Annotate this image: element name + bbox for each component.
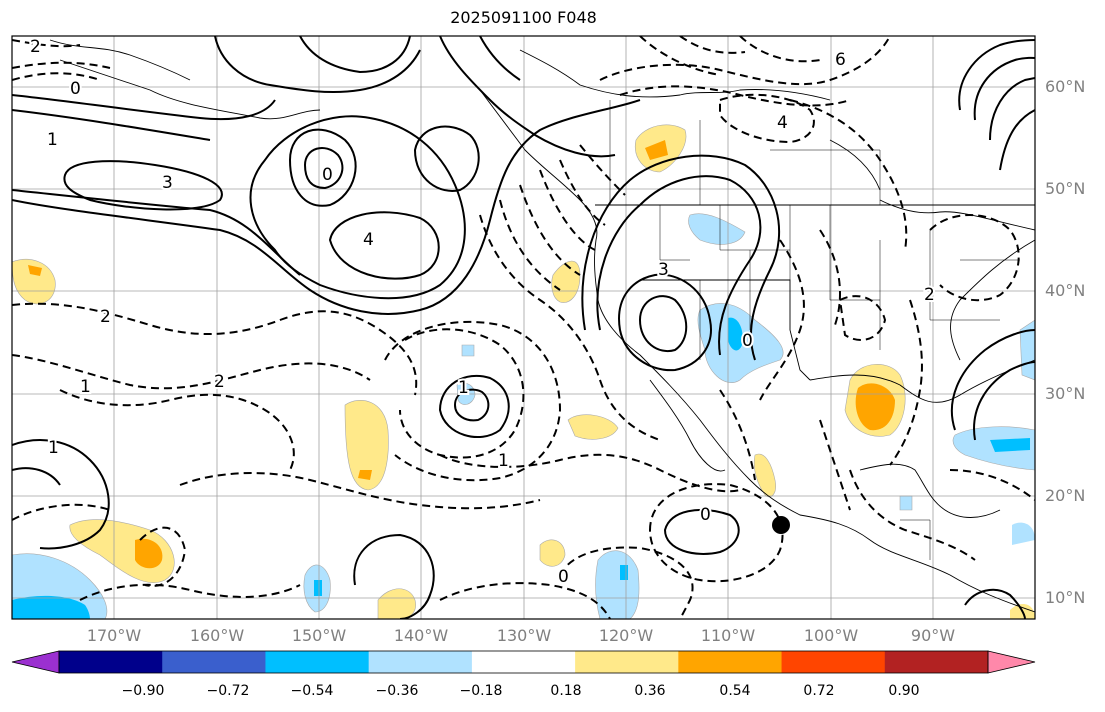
shade-lightblue [1012, 522, 1035, 545]
shade-blue [728, 317, 743, 351]
contour-label: 4 [777, 113, 788, 133]
map-frame [11, 35, 1036, 620]
colorbar-tick-label: 0.18 [550, 683, 582, 699]
positive-contours [12, 36, 1035, 619]
shade-yellow [551, 260, 581, 303]
lon-label: 160°W [189, 626, 245, 645]
colorbar-extend-left [11, 650, 60, 674]
colorbar-tick-label: −0.72 [206, 683, 250, 699]
shade-yellow [567, 414, 619, 440]
colorbar-frame [58, 650, 989, 674]
contour-label: 3 [162, 173, 173, 193]
colorbar [11, 650, 1036, 674]
contour-label: 2 [30, 37, 41, 57]
colorbar-extend-right [987, 650, 1036, 674]
contour-label: 1 [80, 377, 91, 397]
lat-label: 30°N [1045, 384, 1086, 403]
colorbar-segment [471, 651, 576, 673]
contour-label: 2 [214, 372, 225, 392]
colorbar-segment [575, 651, 679, 673]
lon-label: 140°W [393, 626, 449, 645]
lat-label: 60°N [1045, 77, 1086, 96]
shade-lightblue [595, 550, 640, 619]
shade-blue [620, 565, 628, 580]
storm-center-dot [772, 516, 790, 534]
lat-label: 50°N [1045, 179, 1086, 198]
shade-lightblue [461, 344, 475, 357]
shade-blue [314, 580, 322, 596]
colorbar-segment [162, 651, 266, 673]
colorbar-segment [884, 651, 989, 673]
shading-layer [12, 124, 1035, 619]
coastlines [49, 39, 1035, 613]
contour-labels: 2 0 1 3 4 0 2 1 1 0 2 4 6 3 0 2 1 1 0 [28, 36, 937, 589]
contour-label: 0 [742, 331, 753, 351]
contour-label: 1 [458, 378, 469, 398]
shade-yellow [753, 453, 776, 498]
colorbar-tick-label: 0.36 [634, 683, 666, 699]
colorbar-tick-label: −0.90 [121, 683, 165, 699]
shade-orange [855, 383, 895, 431]
lon-label: 170°W [86, 626, 142, 645]
colorbar-segment [678, 651, 783, 673]
colorbar-segment [59, 651, 163, 673]
colorbar-tick-label: 0.54 [719, 683, 751, 699]
contour-label: 4 [363, 230, 374, 250]
lat-label: 10°N [1045, 588, 1086, 607]
lon-label: 110°W [700, 626, 756, 645]
shade-yellow [377, 588, 416, 619]
lon-label: 90°W [910, 626, 956, 645]
contour-label: 1 [498, 451, 509, 471]
contour-label: 0 [70, 79, 81, 99]
political-borders [609, 100, 1020, 560]
shade-blue [990, 438, 1030, 452]
shade-yellow [344, 400, 389, 491]
graticule [12, 36, 1035, 619]
lat-label: 40°N [1045, 281, 1086, 300]
colorbar-tick-label: 0.72 [803, 683, 835, 699]
colorbar-segment [368, 651, 473, 673]
contour-label: 0 [700, 505, 711, 525]
shade-orange [135, 538, 163, 569]
shade-yellow [539, 539, 566, 567]
contour-label: 3 [658, 260, 669, 280]
contour-label: 0 [322, 165, 333, 185]
lon-label: 130°W [496, 626, 552, 645]
contour-label: 0 [558, 567, 569, 587]
shade-yellow [12, 259, 56, 305]
map-title: 2025091100 F048 [450, 8, 597, 27]
lon-label: 120°W [598, 626, 654, 645]
shade-blue [12, 595, 90, 619]
lon-label: 100°W [803, 626, 859, 645]
shade-orange [645, 140, 668, 160]
shade-lightblue [1019, 319, 1035, 381]
shade-lightblue [688, 213, 746, 245]
contour-label: 1 [48, 438, 59, 458]
colorbar-segment [265, 651, 370, 673]
colorbar-tick-label: 0.90 [888, 683, 920, 699]
contour-label: 6 [835, 50, 846, 70]
negative-contours [12, 36, 1035, 619]
lat-label: 20°N [1045, 486, 1086, 505]
lon-label: 150°W [291, 626, 347, 645]
shade-lightblue [899, 495, 913, 511]
colorbar-segment [781, 651, 886, 673]
colorbar-tick-label: −0.36 [375, 683, 419, 699]
colorbar-tick-label: −0.18 [459, 683, 503, 699]
colorbar-tick-label: −0.54 [290, 683, 334, 699]
contour-label: 1 [47, 130, 58, 150]
shade-orange [28, 265, 42, 276]
contour-label: 2 [924, 285, 935, 305]
shade-orange [358, 470, 372, 480]
contour-label: 2 [100, 307, 111, 327]
